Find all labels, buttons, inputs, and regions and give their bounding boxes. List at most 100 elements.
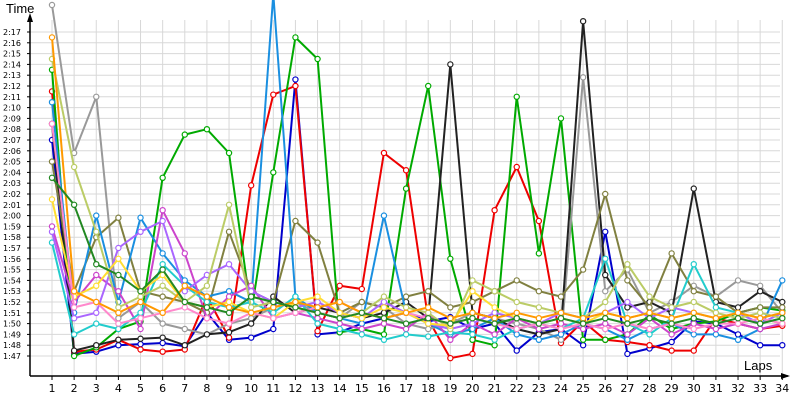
- x-tick-label: 4: [115, 382, 122, 395]
- data-point: [624, 336, 631, 343]
- y-axis-ticks: 1:47 1:48 1:491:50 1:51 1:52 1:53 1:541:55 1:56…: [3, 28, 30, 361]
- data-point: [225, 309, 233, 316]
- x-tick-label: 3: [93, 382, 100, 395]
- data-point: [48, 158, 56, 165]
- data-point: [690, 261, 697, 268]
- data-point: [270, 309, 277, 316]
- data-point: [93, 93, 100, 101]
- data-point: [115, 325, 122, 333]
- data-point: [734, 320, 742, 327]
- data-point: [602, 298, 609, 306]
- y-tick-label: 1:57: [3, 244, 21, 253]
- data-point: [690, 331, 697, 338]
- data-point: [270, 325, 277, 333]
- data-point: [225, 293, 233, 300]
- data-point: [668, 315, 675, 322]
- data-point: [535, 320, 543, 327]
- data-point: [734, 315, 742, 322]
- series-layer: [48, 0, 786, 362]
- data-point: [469, 315, 476, 322]
- y-tick-label: 2:05: [3, 158, 21, 167]
- y-tick-label: 2:08: [3, 125, 21, 134]
- data-point: [402, 304, 410, 311]
- data-point: [137, 315, 144, 322]
- data-point: [48, 196, 56, 203]
- y-tick-label: 2:11: [3, 93, 21, 102]
- data-point: [425, 309, 432, 316]
- data-point: [225, 329, 233, 336]
- data-point: [690, 320, 697, 327]
- data-point: [314, 309, 321, 316]
- y-tick-label: 2:16: [3, 39, 21, 48]
- data-point: [402, 309, 410, 316]
- data-point: [646, 304, 653, 311]
- data-point: [690, 298, 697, 306]
- data-point: [93, 212, 100, 219]
- data-point: [292, 76, 299, 83]
- data-point: [469, 288, 476, 295]
- data-point: [159, 250, 166, 257]
- data-point: [225, 261, 233, 268]
- data-point: [756, 282, 764, 289]
- data-point: [159, 261, 166, 268]
- data-point: [159, 320, 166, 327]
- data-point: [380, 315, 388, 322]
- data-point: [779, 309, 786, 316]
- data-point: [159, 217, 166, 225]
- data-point: [247, 320, 255, 327]
- y-tick-label: 1:59: [3, 222, 21, 231]
- x-tick-label: 33: [753, 382, 767, 395]
- data-point: [513, 298, 520, 306]
- data-point: [557, 309, 565, 316]
- data-point: [624, 315, 631, 322]
- y-tick-label: 1:55: [3, 266, 21, 275]
- data-point: [602, 288, 609, 295]
- data-point: [115, 288, 122, 295]
- data-point: [646, 309, 653, 316]
- data-point: [247, 288, 255, 295]
- data-point: [668, 250, 675, 257]
- data-point: [646, 315, 653, 322]
- data-point: [712, 315, 720, 322]
- data-point: [225, 298, 233, 306]
- data-point: [358, 315, 366, 322]
- data-point: [70, 347, 78, 354]
- data-point: [137, 346, 144, 353]
- data-point: [469, 350, 476, 358]
- data-point: [159, 334, 166, 341]
- x-tick-label: 8: [203, 382, 210, 395]
- data-point: [93, 261, 100, 268]
- data-point: [336, 320, 343, 327]
- x-tick-label: 19: [443, 382, 457, 395]
- data-point: [624, 261, 631, 268]
- data-point: [557, 331, 565, 338]
- data-point: [624, 331, 631, 338]
- x-tick-label: 5: [137, 382, 144, 395]
- data-point: [159, 339, 166, 347]
- data-point: [624, 350, 631, 358]
- y-tick-label: 1:53: [3, 287, 21, 296]
- data-point: [734, 277, 742, 284]
- data-point: [447, 354, 454, 362]
- data-point: [70, 315, 78, 322]
- data-point: [380, 331, 388, 338]
- data-point: [137, 293, 144, 300]
- data-point: [336, 309, 343, 316]
- data-point: [668, 320, 675, 327]
- data-point: [247, 182, 255, 189]
- data-point: [779, 277, 786, 284]
- y-tick-label: 1:50: [3, 320, 21, 329]
- data-point: [115, 214, 122, 221]
- data-point: [425, 315, 432, 322]
- data-point: [48, 98, 56, 106]
- data-point: [270, 91, 277, 98]
- data-point: [48, 223, 56, 230]
- data-point: [579, 315, 587, 322]
- y-tick-label: 2:06: [3, 147, 21, 156]
- series-line: [51, 123, 783, 330]
- data-point: [336, 325, 343, 333]
- x-tick-label: 26: [598, 382, 612, 395]
- data-point: [491, 331, 498, 338]
- data-point: [491, 342, 498, 349]
- x-tick-label: 25: [576, 382, 590, 395]
